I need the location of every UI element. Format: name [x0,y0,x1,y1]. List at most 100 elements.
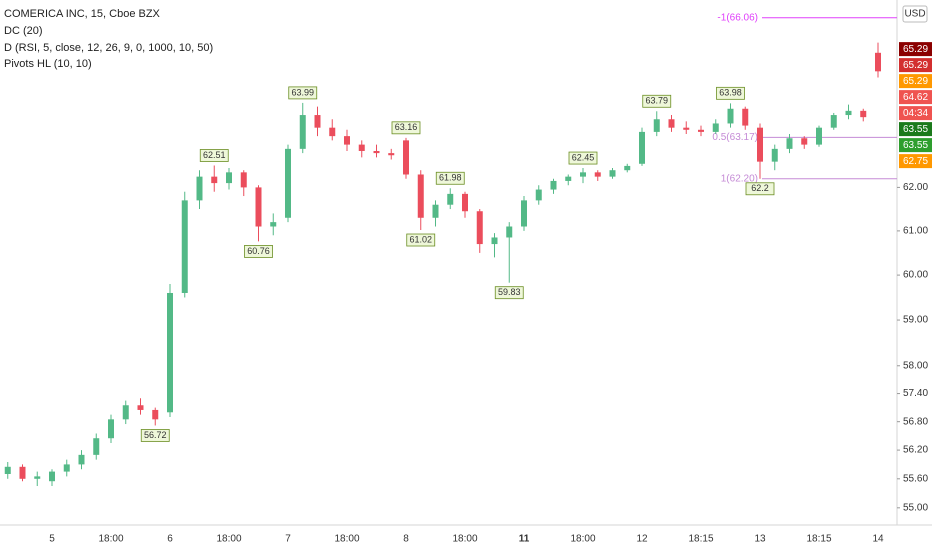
candle-body [285,148,291,218]
candle-body [624,165,631,171]
y-tick-label: 55.00 [903,502,928,513]
candle-body [167,292,173,413]
x-tick-label: 13 [754,534,766,545]
x-tick-label: 5 [49,534,55,545]
countdown: 04:34 [903,108,928,119]
candle-body [447,193,454,205]
candle-body [417,174,424,218]
price-label-box [899,122,932,137]
candle-body [786,138,793,149]
pivot-box [716,86,745,100]
price-label-box [899,138,932,153]
candle-body [181,200,188,293]
candle-body [491,237,498,245]
currency-button[interactable] [902,5,928,23]
candle-body [845,110,852,116]
pivot-label: 61.02 [409,234,432,244]
x-tick-label: 8 [403,534,409,545]
candle-body [270,222,277,227]
candle-body [742,108,749,126]
price-label: 62.75 [903,156,928,167]
candle-body [240,172,247,188]
candle-body [771,148,778,162]
level-label: 0.5(63.17) [712,132,758,143]
pivot-box [391,121,421,135]
pivot-label: 56.72 [144,430,167,440]
y-tick-label: 56.80 [903,416,928,427]
x-tick-label: 18:00 [98,534,123,545]
x-tick-label: 18:15 [806,534,831,545]
x-tick-label: 6 [167,534,173,545]
candle-body [49,471,55,482]
indicator-label: D (RSI, 5, close, 12, 26, 9, 0, 1000, 10… [4,42,213,54]
countdown-box [899,106,932,121]
y-tick-label: 62.00 [903,182,928,193]
candle-body [314,115,321,128]
pivot-box [244,245,273,258]
candle-body [358,144,365,151]
indicator-label: Pivots HL (10, 10) [4,58,92,70]
candle-body [875,52,881,72]
x-tick-label: 18:00 [334,534,359,545]
candle-body [580,172,586,177]
pivot-label: 62.45 [572,152,595,162]
pivot-label: 62.51 [203,150,226,160]
pivot-box [435,171,465,185]
y-tick-label: 59.00 [903,315,928,326]
candle-body [152,409,159,420]
candle-body [329,127,336,137]
candle-body [403,140,409,175]
x-tick-label: 7 [285,534,291,545]
x-tick-label: 12 [636,534,648,545]
candle-body [122,405,129,420]
pivot-label: 59.83 [498,287,521,297]
candle-body [226,172,232,184]
candle-body [683,127,690,130]
candle-body [373,150,380,154]
price-label: 64.62 [903,92,928,103]
price-label-box [899,42,932,57]
candle-body [757,127,763,162]
pivot-box [140,429,170,442]
candle-body [299,115,306,149]
currency[interactable]: USD [904,9,925,20]
candle-body [712,123,719,132]
candle-body [565,176,572,181]
x-tick-label: 18:00 [570,534,595,545]
pivot-label: 63.98 [719,88,742,98]
pivot-box [199,149,229,162]
indicator-label: DC (20) [4,25,43,37]
candle-body [137,405,144,410]
candle-body [462,193,468,212]
candle-body [506,226,513,238]
candle-body [432,204,439,218]
pivot-box [642,94,672,108]
candle-body [521,200,527,227]
price-label-box [899,154,932,169]
candle-body [653,119,660,132]
x-tick-label: 11 [519,534,530,545]
candle-body [108,419,114,439]
y-tick-label: 58.00 [903,360,928,371]
candle-body [19,466,26,479]
pivot-box [494,286,524,300]
candle-body [476,211,483,245]
pivot-box [288,86,318,100]
candle-body [609,170,616,177]
candle-body [196,176,203,201]
candle-body [550,180,557,190]
candle-body [535,189,542,201]
price-label: 65.29 [903,76,928,87]
y-tick-label: 61.00 [903,226,928,237]
y-tick-label: 57.40 [903,388,928,399]
price-label: 63.55 [903,140,928,151]
candle-body [830,115,837,128]
x-tick-label: 18:00 [216,534,241,545]
x-tick-label: 14 [872,534,884,545]
x-tick-label: 18:00 [452,534,477,545]
pivot-label: 62.2 [751,183,769,193]
pivot-label: 63.16 [395,122,418,132]
candle-body [639,131,645,164]
